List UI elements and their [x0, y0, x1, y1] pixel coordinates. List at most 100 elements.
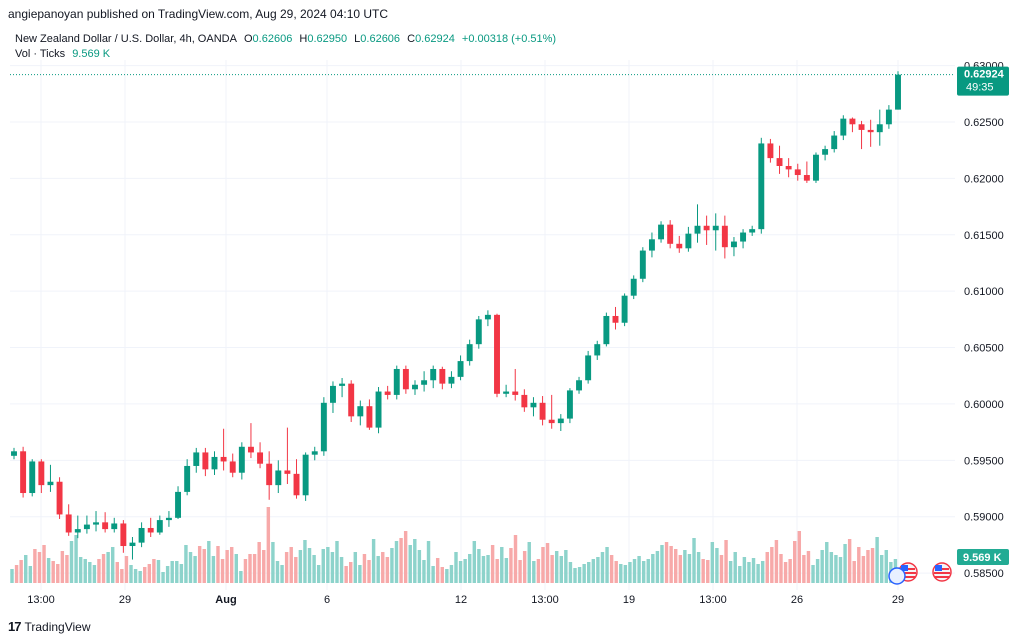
volume-bar: [477, 549, 481, 583]
symbol-title[interactable]: New Zealand Dollar / U.S. Dollar, 4h, OA…: [15, 33, 237, 45]
event-marker-icon[interactable]: [888, 567, 906, 585]
candle-body: [895, 74, 901, 110]
volume-bar: [371, 539, 376, 583]
candle-body: [594, 344, 601, 356]
time-tick-label: 29: [119, 594, 131, 606]
volume-bar: [696, 552, 701, 583]
volume-bar: [74, 535, 78, 583]
candle-body: [220, 456, 227, 462]
volume-bar: [220, 559, 225, 583]
volume-bar: [440, 567, 444, 583]
open-value: 0.62606: [252, 33, 293, 45]
volume-bar: [632, 559, 637, 583]
candle-body: [512, 391, 519, 395]
volume-bar: [669, 546, 673, 583]
volume-bar: [619, 564, 623, 583]
volume-bar: [468, 554, 472, 583]
volume-bar: [326, 547, 330, 583]
candle-body: [685, 233, 692, 249]
volume-bar: [51, 561, 55, 583]
candle-body: [421, 380, 428, 385]
volume-bar: [641, 561, 646, 583]
volume-bar: [838, 557, 843, 583]
volume-bar: [28, 566, 33, 583]
volume-bar: [243, 559, 248, 583]
volume-bar: [330, 552, 335, 583]
candle-body: [831, 135, 838, 150]
volume-bar: [445, 569, 449, 583]
volume-bar: [472, 541, 477, 583]
volume-bar: [24, 555, 28, 583]
candle-body: [885, 109, 892, 125]
candle-body: [803, 175, 810, 181]
volume-bar: [683, 550, 687, 583]
candle-body: [758, 143, 765, 230]
volume-bar: [495, 559, 499, 583]
volume-bar: [710, 542, 715, 583]
tradingview-logo-icon[interactable]: 17: [8, 619, 22, 634]
volume-bar: [490, 545, 495, 583]
volume-bar: [532, 561, 536, 583]
footer-brand[interactable]: TradingView: [24, 619, 91, 634]
candle-body: [548, 419, 555, 424]
volume-bar: [738, 566, 742, 583]
candle-body: [193, 452, 200, 466]
time-tick-label: 26: [791, 594, 803, 606]
volume-bar: [271, 542, 275, 583]
volume-bar: [10, 569, 14, 583]
time-tick-label: 6: [324, 594, 330, 606]
candle-body: [776, 158, 783, 166]
candle-body: [767, 143, 774, 159]
candle-body: [694, 225, 701, 234]
volume-bar: [65, 555, 69, 583]
volume-bar: [394, 541, 399, 583]
candle-body: [74, 529, 81, 533]
us-flag-icon[interactable]: [932, 562, 952, 582]
volume-bar: [101, 554, 106, 583]
price-axis: 0.58500 0.59000 0.59500 0.60000 0.60500 0.610…: [964, 61, 1004, 580]
volume-bar: [852, 561, 856, 583]
volume-bar: [454, 552, 458, 583]
candle-body: [11, 451, 17, 456]
volume-bar: [500, 547, 504, 583]
volume-bar: [339, 557, 344, 583]
volume-bar: [701, 559, 705, 583]
volume-bar: [257, 542, 261, 583]
time-tick-label: 13:00: [27, 594, 55, 606]
volume-bar: [426, 541, 431, 583]
candle-body: [120, 523, 127, 547]
volume-bar: [797, 531, 802, 583]
volume-bar: [728, 561, 733, 583]
candle-body: [576, 380, 582, 391]
candle-body: [475, 319, 482, 345]
price-tick-label: 0.59500: [964, 455, 1004, 467]
volume-bar: [522, 551, 527, 583]
candle-body: [539, 402, 546, 420]
legend-volume-row: Vol · Ticks 9.569 K: [15, 47, 556, 62]
candle-body: [229, 461, 236, 473]
candle-body: [138, 527, 145, 543]
volume-bar: [866, 550, 870, 583]
volume-bar: [577, 567, 582, 583]
volume-label[interactable]: Vol · Ticks: [15, 48, 66, 60]
price-tick-label: 0.61000: [964, 286, 1004, 298]
candle-body: [658, 224, 665, 240]
volume-bar: [266, 507, 271, 583]
volume-bar: [138, 571, 142, 583]
candle-body: [749, 229, 756, 233]
volume-bar: [175, 561, 179, 583]
candle-body: [794, 169, 801, 176]
candle-body: [712, 225, 719, 231]
volume-bar: [774, 540, 779, 583]
candle-body: [38, 461, 45, 486]
candle-body: [257, 452, 264, 464]
volume-bar: [870, 548, 875, 583]
volume-bar: [825, 542, 829, 583]
volume-badge: 9.569 K: [957, 549, 1009, 565]
candle-body: [83, 524, 90, 530]
volume-bar: [884, 550, 888, 583]
candle-body: [357, 406, 364, 417]
candle-body: [439, 368, 446, 384]
volume-bar: [582, 564, 586, 583]
